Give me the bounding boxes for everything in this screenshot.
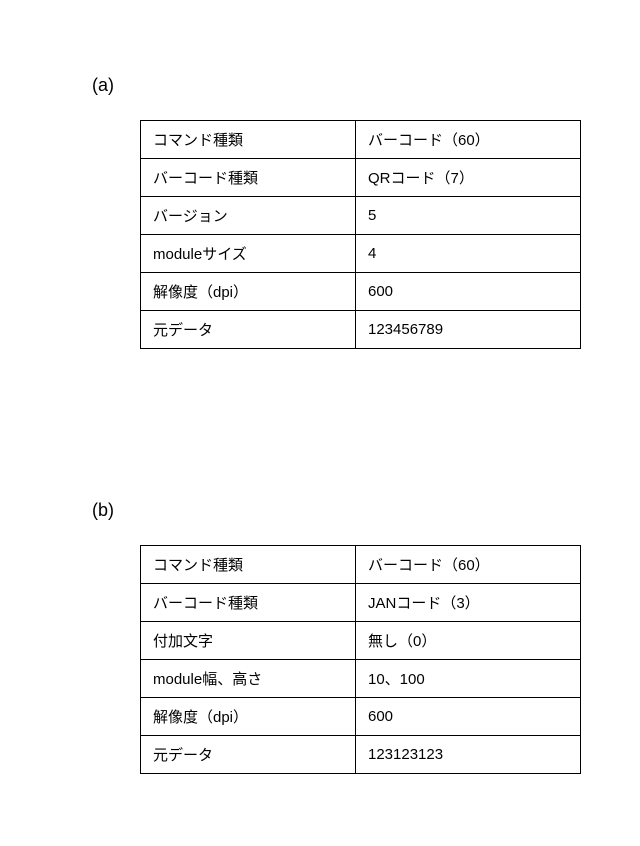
table-cell-label: バーコード種類 [141,584,356,622]
section-a-label: (a) [92,75,114,96]
table-row: バーコード種類 JANコード（3） [141,584,581,622]
table-b: コマンド種類 バーコード（60） バーコード種類 JANコード（3） 付加文字 … [140,545,581,774]
table-cell-label: module幅、高さ [141,660,356,698]
table-cell-label: バーコード種類 [141,159,356,197]
table-cell-value: 無し（0） [356,622,581,660]
table-cell-value: バーコード（60） [356,121,581,159]
section-b-label: (b) [92,500,114,521]
table-row: module幅、高さ 10、100 [141,660,581,698]
table-cell-label: 付加文字 [141,622,356,660]
table-cell-label: 解像度（dpi） [141,698,356,736]
table-row: 解像度（dpi） 600 [141,273,581,311]
table-cell-value: 5 [356,197,581,235]
table-cell-label: コマンド種類 [141,121,356,159]
table-row: 解像度（dpi） 600 [141,698,581,736]
table-row: コマンド種類 バーコード（60） [141,121,581,159]
table-row: moduleサイズ 4 [141,235,581,273]
table-row: 元データ 123456789 [141,311,581,349]
table-cell-value: 600 [356,698,581,736]
table-cell-label: バージョン [141,197,356,235]
table-cell-label: 解像度（dpi） [141,273,356,311]
table-cell-value: 4 [356,235,581,273]
table-cell-value: バーコード（60） [356,546,581,584]
table-a: コマンド種類 バーコード（60） バーコード種類 QRコード（7） バージョン … [140,120,581,349]
table-cell-value: 123123123 [356,736,581,774]
table-a-body: コマンド種類 バーコード（60） バーコード種類 QRコード（7） バージョン … [141,121,581,349]
table-cell-label: 元データ [141,311,356,349]
table-row: バーコード種類 QRコード（7） [141,159,581,197]
table-cell-label: 元データ [141,736,356,774]
table-cell-label: コマンド種類 [141,546,356,584]
table-cell-value: QRコード（7） [356,159,581,197]
table-cell-label: moduleサイズ [141,235,356,273]
table-cell-value: 10、100 [356,660,581,698]
table-cell-value: JANコード（3） [356,584,581,622]
table-cell-value: 600 [356,273,581,311]
table-row: バージョン 5 [141,197,581,235]
table-row: コマンド種類 バーコード（60） [141,546,581,584]
page-container: (a) コマンド種類 バーコード（60） バーコード種類 QRコード（7） バー… [0,0,640,846]
table-b-body: コマンド種類 バーコード（60） バーコード種類 JANコード（3） 付加文字 … [141,546,581,774]
table-row: 付加文字 無し（0） [141,622,581,660]
table-cell-value: 123456789 [356,311,581,349]
table-row: 元データ 123123123 [141,736,581,774]
